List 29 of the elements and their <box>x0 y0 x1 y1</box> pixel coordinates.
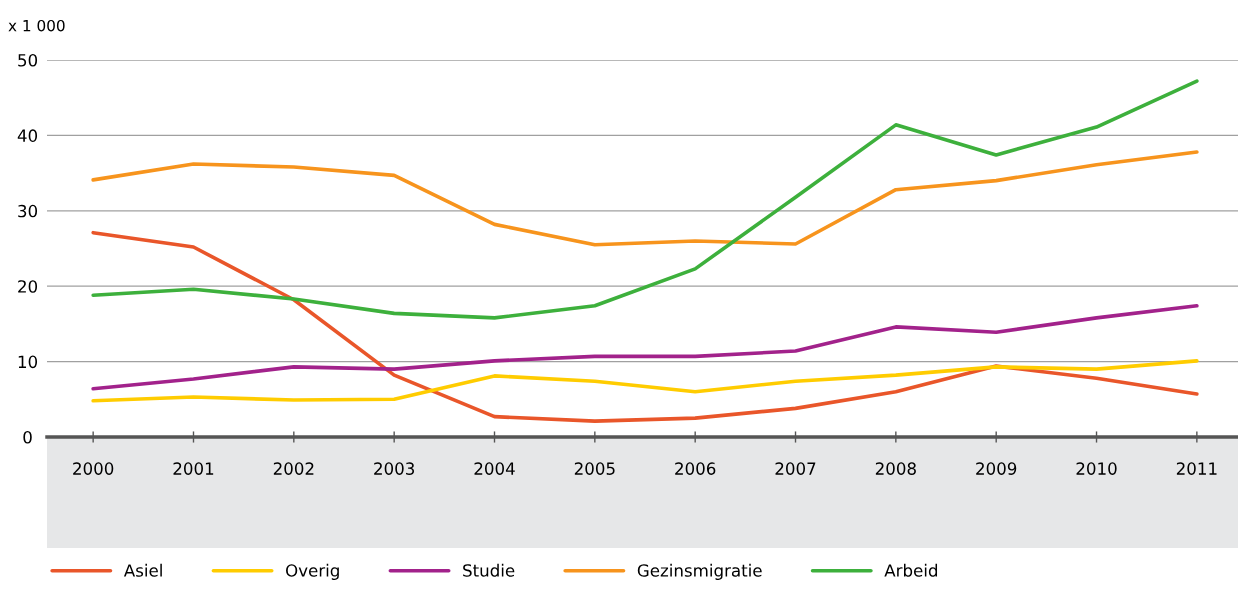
x-tick-label: 2011 <box>1176 462 1217 475</box>
x-tick-label: 2009 <box>976 462 1017 475</box>
x-tick-label: 2005 <box>574 462 615 475</box>
x-tick-label: 2007 <box>775 462 816 475</box>
legend-label: Arbeid <box>884 563 938 577</box>
line-series <box>91 359 1199 403</box>
line-series <box>91 79 1199 320</box>
x-tick-label: 2004 <box>474 462 515 475</box>
y-tick-label: 40 <box>17 129 38 142</box>
x-tick-label: 2006 <box>675 462 716 475</box>
text: x 1 000 <box>8 19 65 32</box>
legend-label: Asiel <box>123 563 162 577</box>
line-series <box>91 150 1199 247</box>
x-tick-label: 2010 <box>1076 462 1117 475</box>
x-tick-label: 2001 <box>173 462 214 475</box>
x-tick-label: 2000 <box>73 462 114 475</box>
x-tick-label: 2008 <box>875 462 916 475</box>
x-tick-label: 2003 <box>374 462 415 475</box>
line-series <box>91 230 1199 423</box>
y-tick-label: 30 <box>18 204 38 218</box>
y-tick-label: 10 <box>18 355 38 369</box>
y-tick-label: 50 <box>18 53 38 67</box>
legend-label: Gezinsmigratie <box>637 563 762 580</box>
y-tick-label: 20 <box>18 280 38 293</box>
x-tick-label: 2002 <box>273 462 314 475</box>
y-tick-label: 0 <box>23 430 32 444</box>
line-series <box>91 303 1199 391</box>
legend-label: Overig <box>286 563 339 580</box>
legend-label: Studie <box>463 563 515 577</box>
